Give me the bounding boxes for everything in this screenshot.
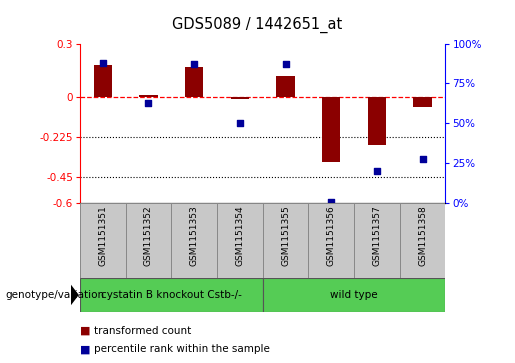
Text: percentile rank within the sample: percentile rank within the sample	[94, 344, 270, 354]
Text: GSM1151352: GSM1151352	[144, 205, 153, 266]
Text: GSM1151355: GSM1151355	[281, 205, 290, 266]
Bar	[126, 203, 171, 278]
Point	[236, 121, 244, 126]
Point	[144, 100, 152, 106]
Point	[419, 156, 427, 162]
Text: wild type: wild type	[330, 290, 378, 300]
Bar	[217, 203, 263, 278]
Text: GSM1151351: GSM1151351	[98, 205, 107, 266]
Text: GSM1151353: GSM1151353	[190, 205, 199, 266]
Bar	[263, 278, 445, 312]
Text: ■: ■	[80, 344, 90, 354]
Bar	[308, 203, 354, 278]
Bar	[263, 203, 308, 278]
Bar	[400, 203, 445, 278]
Text: GSM1151356: GSM1151356	[327, 205, 336, 266]
Polygon shape	[71, 284, 79, 306]
Text: GSM1151354: GSM1151354	[235, 205, 244, 266]
Bar	[80, 203, 126, 278]
Text: transformed count: transformed count	[94, 326, 192, 336]
Point	[327, 199, 335, 205]
Bar	[277, 76, 295, 97]
Bar	[80, 278, 263, 312]
Point	[190, 61, 198, 67]
Text: cystatin B knockout Cstb-/-: cystatin B knockout Cstb-/-	[101, 290, 242, 300]
Text: GSM1151357: GSM1151357	[372, 205, 382, 266]
Text: genotype/variation: genotype/variation	[5, 290, 104, 300]
Bar	[139, 95, 158, 97]
Text: GSM1151358: GSM1151358	[418, 205, 427, 266]
Bar	[231, 97, 249, 99]
Bar	[368, 97, 386, 145]
Bar	[171, 203, 217, 278]
Point	[98, 60, 107, 66]
Point	[281, 61, 289, 67]
Bar	[414, 97, 432, 107]
Text: ■: ■	[80, 326, 90, 336]
Bar	[185, 67, 203, 97]
Point	[373, 168, 381, 174]
Bar	[94, 65, 112, 97]
Bar	[322, 97, 340, 163]
Bar	[354, 203, 400, 278]
Text: GDS5089 / 1442651_at: GDS5089 / 1442651_at	[173, 16, 342, 33]
